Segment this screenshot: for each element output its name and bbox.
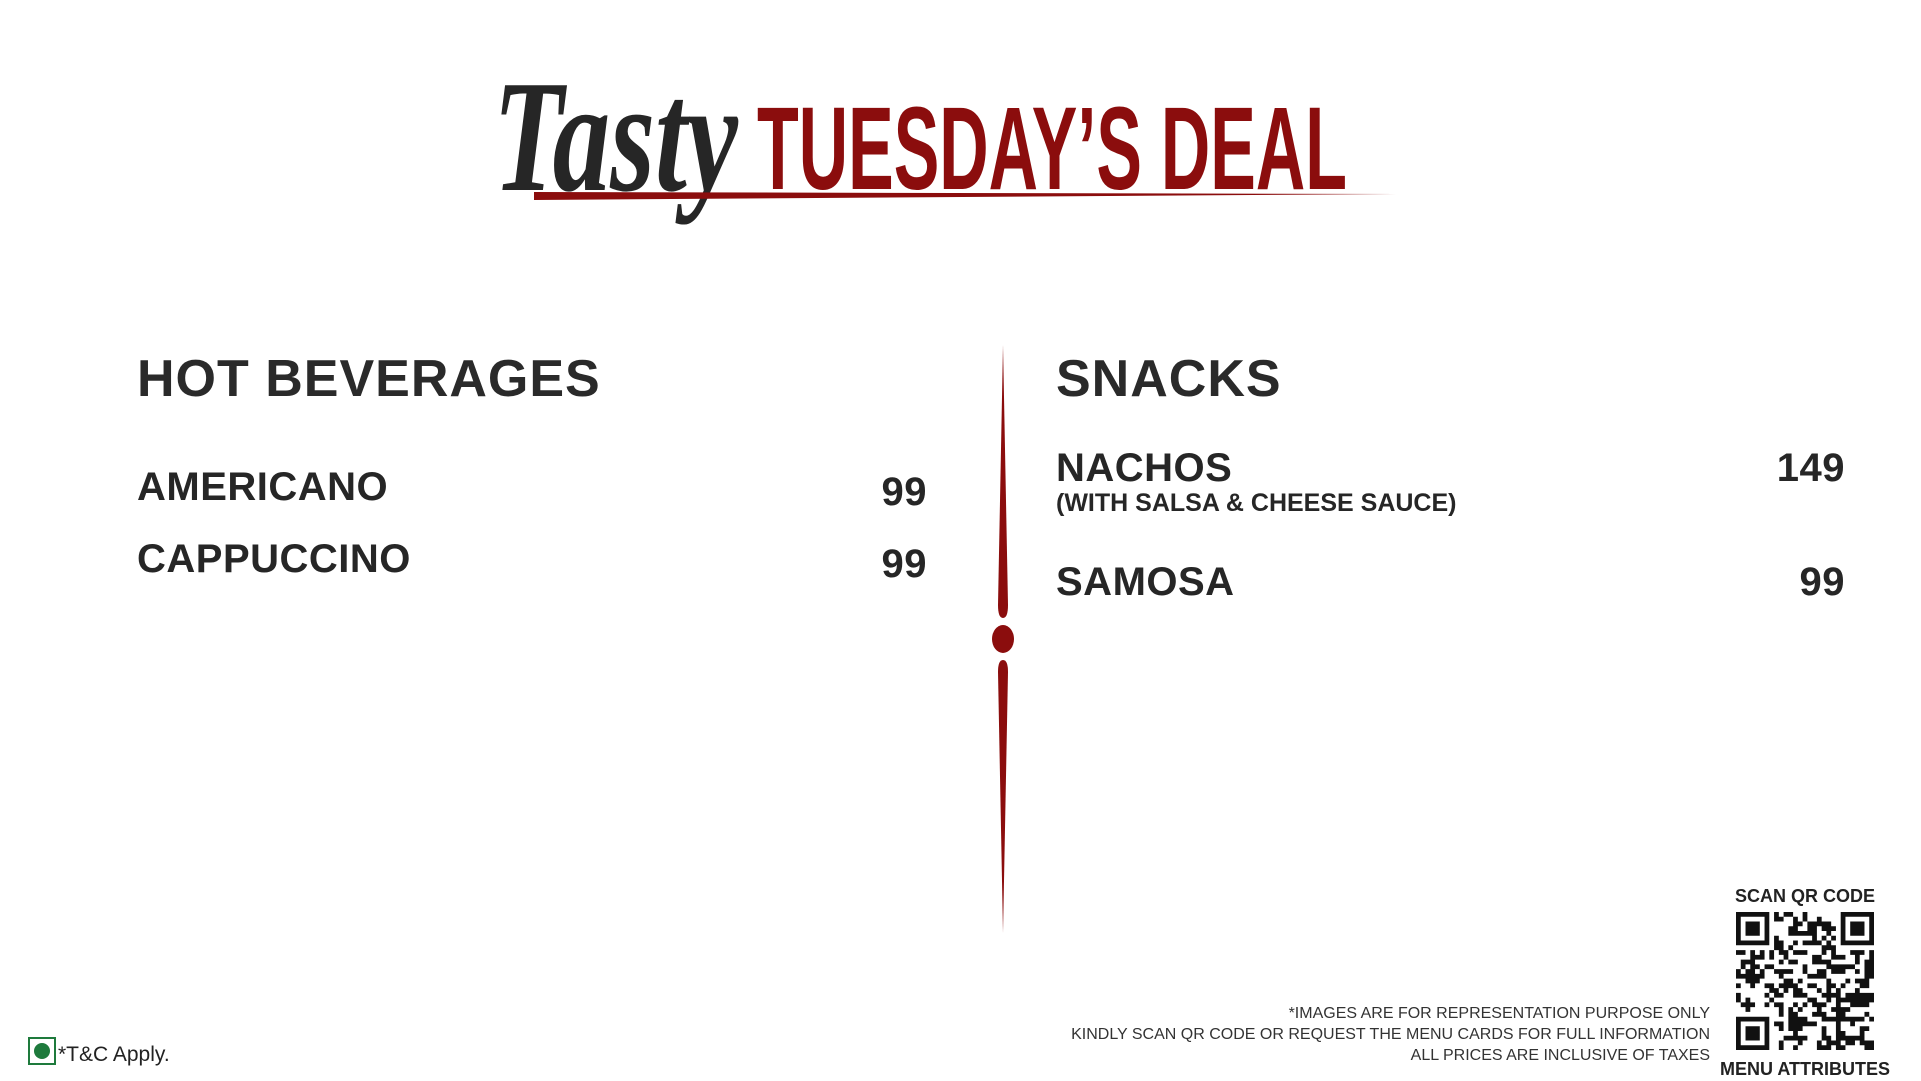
item-price: 99 (882, 542, 928, 586)
title-underline (534, 192, 1396, 200)
item-name: NACHOS (1056, 446, 1232, 490)
section-title: SNACKS (1056, 350, 1282, 408)
divider-bottom (998, 660, 1008, 933)
item-price: 99 (882, 470, 928, 514)
item-price: 149 (1777, 446, 1845, 490)
veg-icon (28, 1037, 56, 1065)
item-name: AMERICANO (137, 465, 388, 509)
item-price: 99 (1800, 560, 1846, 604)
qr-code (1736, 912, 1874, 1050)
footer-note: *IMAGES ARE FOR REPRESENTATION PURPOSE O… (1289, 1005, 1711, 1022)
footer-note: ALL PRICES ARE INCLUSIVE OF TAXES (1411, 1047, 1710, 1064)
terms: *T&C Apply. (58, 1043, 170, 1066)
qr-heading: SCAN QR CODE (1735, 886, 1875, 906)
item-name: SAMOSA (1056, 560, 1235, 604)
item-name: CAPPUCCINO (137, 537, 411, 581)
item-note: (WITH SALSA & CHEESE SAUCE) (1056, 489, 1456, 517)
divider-dot (992, 625, 1014, 653)
section-title: HOT BEVERAGES (137, 350, 601, 408)
footer-note: KINDLY SCAN QR CODE OR REQUEST THE MENU … (1071, 1026, 1710, 1043)
qr-modules (1736, 912, 1874, 1050)
veg-dot (34, 1043, 50, 1059)
qr-caption: MENU ATTRIBUTES (1720, 1059, 1890, 1079)
divider-top (998, 345, 1008, 618)
